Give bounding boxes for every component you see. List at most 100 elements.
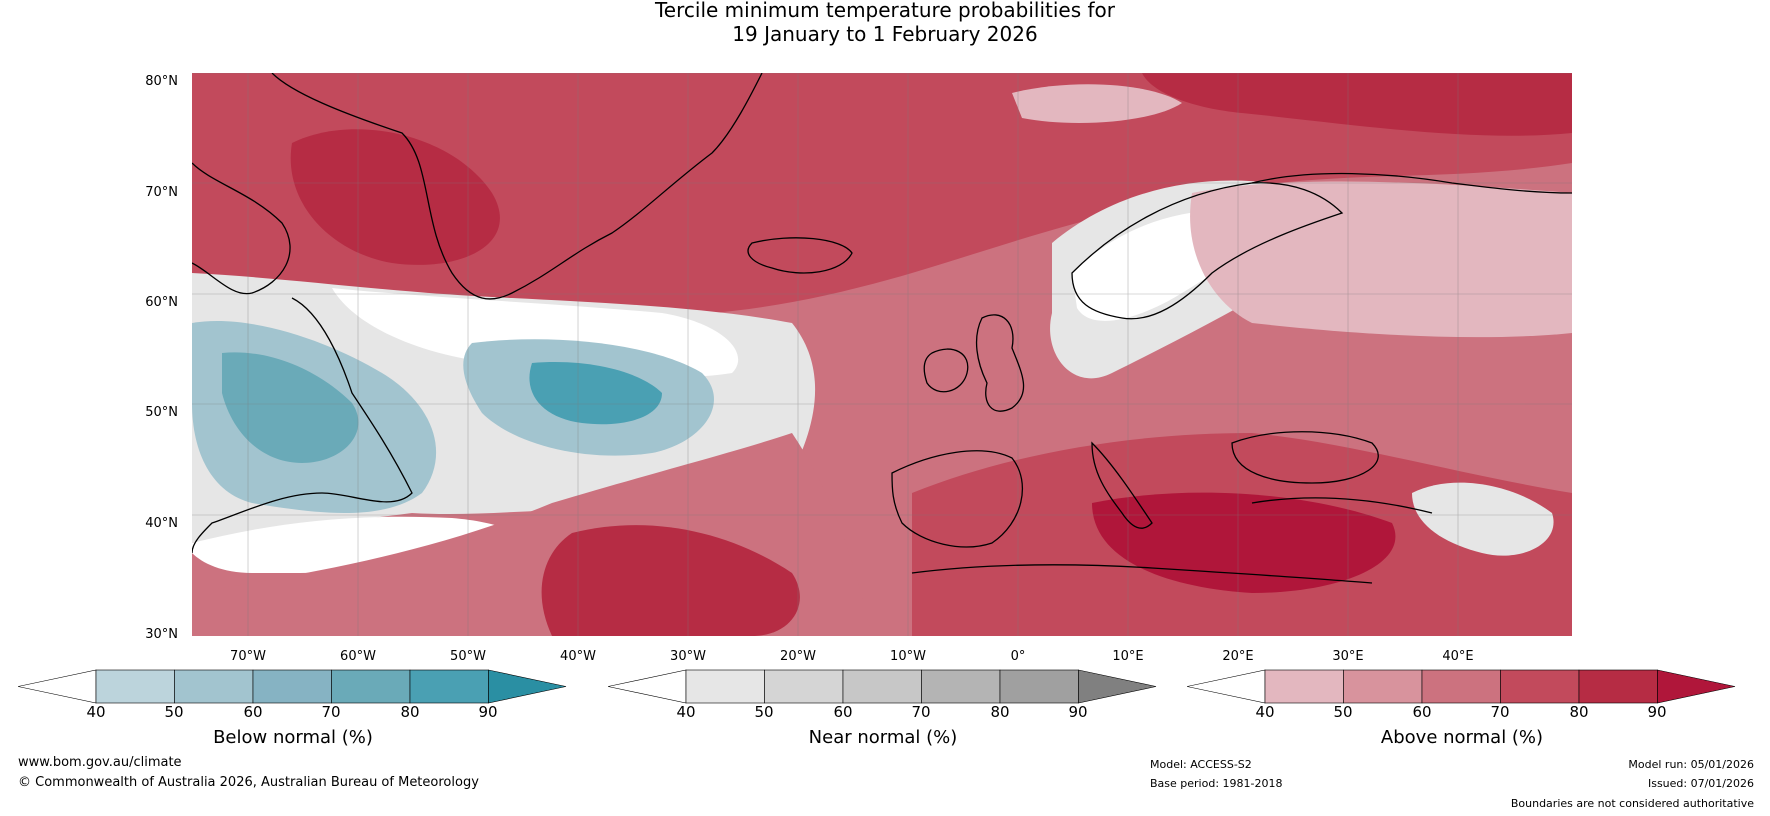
lon-label-0: 0° [1010, 649, 1026, 664]
colorbar-below-svg [17, 669, 567, 704]
below-normal-west-core [222, 352, 359, 463]
colorbar-near-seg-1 [685, 669, 765, 704]
colorbar-below-seg-0 [17, 669, 97, 704]
chart-title: Tercile minimum temperature probabilitie… [0, 0, 1770, 46]
colorbar-below-seg-5 [409, 669, 489, 704]
above-tick-90: 90 [1647, 703, 1667, 721]
coastline-iberia [891, 450, 1024, 548]
coastline-italy [1091, 441, 1153, 529]
colorbar-near-seg-4 [921, 669, 1001, 704]
caspian-neutral [1412, 482, 1554, 556]
coastline-ireland [923, 348, 969, 393]
footer-model: Model: ACCESS-S2 [1150, 758, 1252, 771]
warm-core-med-east [1092, 492, 1396, 593]
above-tick-60: 60 [1412, 703, 1432, 721]
gridlines [192, 73, 1572, 636]
forecast-map [192, 73, 1572, 636]
above-tick-70: 70 [1490, 703, 1510, 721]
above-tick-40: 40 [1255, 703, 1275, 721]
russia-light [1190, 181, 1572, 338]
lon-label-40w: 40°W [560, 649, 596, 664]
colorbar-near-svg [607, 669, 1157, 704]
lat-label-80n: 80°N [145, 74, 178, 89]
warm-core-africa [541, 525, 800, 636]
colorbar-near-seg-3 [842, 669, 922, 704]
light-patch-arctic [1012, 84, 1182, 123]
coastline-turkey [1251, 497, 1433, 514]
lon-label-60w: 60°W [340, 649, 376, 664]
lon-label-20e: 20°E [1222, 649, 1254, 664]
below-tick-60: 60 [243, 703, 263, 721]
coastlines [192, 73, 1572, 584]
near-tick-80: 80 [990, 703, 1010, 721]
lon-label-40e: 40°E [1442, 649, 1474, 664]
below-normal-title: Below normal (%) [213, 727, 373, 748]
colorbar-above-seg-2 [1343, 669, 1423, 704]
coastline-canada [192, 162, 291, 295]
colorbar-near-seg-5 [999, 669, 1079, 704]
below-tick-50: 50 [164, 703, 184, 721]
lon-label-70w: 70°W [230, 649, 266, 664]
lon-label-10w: 10°W [890, 649, 926, 664]
footer-website: www.bom.gov.au/climate [18, 755, 182, 770]
lon-label-50w: 50°W [450, 649, 486, 664]
coastline-scandinavia [1071, 182, 1344, 320]
colorbar-near-seg-0 [607, 669, 687, 704]
coastline-labrador [192, 297, 413, 554]
colorbar-above-seg-3 [1421, 669, 1501, 704]
coastline-russia-north [1251, 172, 1572, 194]
below-tick-70: 70 [321, 703, 341, 721]
colorbar-above-seg-0 [1186, 669, 1266, 704]
coastline-iceland [747, 237, 853, 274]
lat-label-40n: 40°N [145, 516, 178, 531]
footer-issued: Issued: 07/01/2026 [1647, 777, 1754, 790]
near-tick-40: 40 [676, 703, 696, 721]
footer-base-period: Base period: 1981-2018 [1150, 777, 1283, 790]
above-tick-50: 50 [1333, 703, 1353, 721]
colorbar-below-seg-1 [95, 669, 175, 704]
lon-label-30e: 30°E [1332, 649, 1364, 664]
colorbar-near-seg-6 [1078, 669, 1157, 704]
coastline-africa [911, 564, 1373, 584]
colorbar-below-seg-2 [174, 669, 254, 704]
lon-label-10e: 10°E [1112, 649, 1144, 664]
above-normal-title: Above normal (%) [1380, 727, 1544, 748]
footer-model-run: Model run: 05/01/2026 [1628, 758, 1754, 771]
warm-core-greenland [290, 129, 500, 265]
lon-label-20w: 20°W [780, 649, 816, 664]
footer-disclaimer: Boundaries are not considered authoritat… [1510, 797, 1754, 810]
lat-label-30n: 30°N [145, 627, 178, 642]
coastline-greenland [271, 73, 763, 300]
near-tick-60: 60 [833, 703, 853, 721]
coastline-uk [975, 314, 1025, 412]
colorbar-above-seg-1 [1264, 669, 1344, 704]
colorbar-below-seg-4 [331, 669, 411, 704]
colorbar-near-normal [607, 669, 1158, 704]
lat-label-70n: 70°N [145, 185, 178, 200]
lon-label-30w: 30°W [670, 649, 706, 664]
near-tick-90: 90 [1068, 703, 1088, 721]
colorbar-below-seg-6 [488, 669, 567, 704]
title-line-1: Tercile minimum temperature probabilitie… [654, 0, 1116, 22]
near-tick-70: 70 [911, 703, 931, 721]
below-tick-40: 40 [86, 703, 106, 721]
map-canvas [192, 73, 1572, 636]
below-tick-80: 80 [400, 703, 420, 721]
below-tick-90: 90 [478, 703, 498, 721]
colorbar-above-seg-5 [1578, 669, 1658, 704]
colorbar-below-normal [17, 669, 568, 704]
colorbar-below-seg-3 [252, 669, 332, 704]
colorbar-above-seg-6 [1657, 669, 1736, 704]
lat-label-60n: 60°N [145, 295, 178, 310]
colorbar-near-seg-2 [764, 669, 844, 704]
coastline-black-sea [1231, 431, 1379, 484]
near-normal-title: Near normal (%) [808, 727, 958, 748]
warm-band-north [192, 73, 1572, 317]
above-tick-80: 80 [1569, 703, 1589, 721]
footer-copyright: © Commonwealth of Australia 2026, Austra… [18, 775, 479, 790]
colorbar-above-normal [1186, 669, 1737, 704]
colorbar-above-seg-4 [1500, 669, 1580, 704]
title-line-2: 19 January to 1 February 2026 [732, 22, 1038, 46]
lat-label-50n: 50°N [145, 405, 178, 420]
near-tick-50: 50 [754, 703, 774, 721]
